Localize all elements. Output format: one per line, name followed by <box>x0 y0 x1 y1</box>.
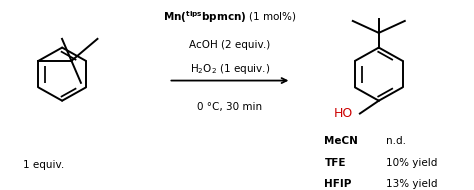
Text: 1 equiv.: 1 equiv. <box>23 160 64 170</box>
Text: HO: HO <box>334 107 353 120</box>
Text: HFIP: HFIP <box>324 179 352 189</box>
Text: n.d.: n.d. <box>386 136 406 146</box>
Text: 0 °C, 30 min: 0 °C, 30 min <box>197 102 263 112</box>
Text: $\bf{Mn(}$$^{\bf{tips}}$$\bf{bpmcn)}$ (1 mol%): $\bf{Mn(}$$^{\bf{tips}}$$\bf{bpmcn)}$ (1… <box>163 9 297 25</box>
Text: MeCN: MeCN <box>324 136 358 146</box>
Text: TFE: TFE <box>324 158 346 168</box>
Text: 13% yield: 13% yield <box>386 179 438 189</box>
Text: 10% yield: 10% yield <box>386 158 437 168</box>
Text: AcOH (2 equiv.): AcOH (2 equiv.) <box>189 40 271 50</box>
Text: H$_2$O$_2$ (1 equiv.): H$_2$O$_2$ (1 equiv.) <box>190 62 270 76</box>
